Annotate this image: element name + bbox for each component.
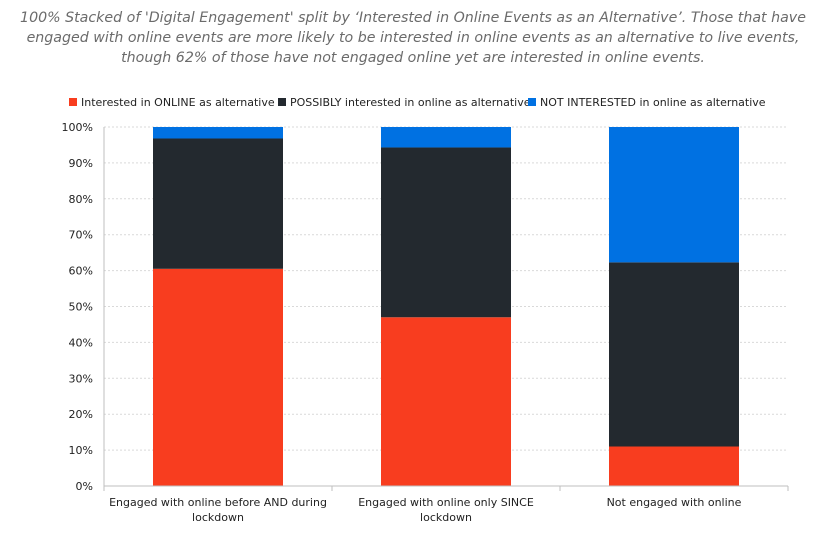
y-tick-label: 70%	[69, 229, 93, 242]
y-tick-label: 60%	[69, 265, 93, 278]
x-category-label: Engaged with online before AND during loc…	[109, 496, 327, 524]
bar-segment	[381, 317, 511, 486]
bar-segment	[153, 268, 283, 486]
bar-segment	[609, 262, 739, 447]
y-tick-label: 30%	[69, 372, 93, 385]
bar-segment	[609, 446, 739, 486]
y-tick-label: 90%	[69, 157, 93, 170]
y-tick-label: 100%	[62, 121, 93, 134]
axes: 0% 10% 20% 30% 40% 50% 60% 70% 80% 90% 100% Engaged…	[62, 121, 789, 524]
bar-segment	[381, 127, 511, 148]
chart-title: 100% Stacked of 'Digital Engagement' spl…	[20, 10, 806, 66]
legend-label: Interested in ONLINE as alternative	[81, 96, 275, 109]
bars	[153, 127, 739, 486]
y-tick-label: 10%	[69, 444, 93, 457]
x-category-label: Not engaged with online	[607, 496, 742, 509]
bar-segment	[609, 127, 739, 263]
y-tick-label: 0%	[76, 480, 93, 493]
legend-swatch	[278, 98, 286, 106]
legend-label: POSSIBLY interested in online as alterna…	[290, 96, 531, 109]
legend-swatch	[528, 98, 536, 106]
legend-label: NOT INTERESTED in online as alternative	[540, 96, 766, 109]
bar-segment	[153, 138, 283, 269]
bar-segment	[153, 127, 283, 139]
y-tick-label: 50%	[69, 301, 93, 314]
legend-swatch	[69, 98, 77, 106]
y-tick-label: 40%	[69, 336, 93, 349]
x-category-label: Engaged with online only SINCE lockdown	[358, 496, 534, 524]
bar-segment	[381, 147, 511, 318]
y-tick-label: 20%	[69, 408, 93, 421]
y-tick-label: 80%	[69, 193, 93, 206]
legend: Interested in ONLINE as alternative POSSI…	[69, 96, 766, 109]
